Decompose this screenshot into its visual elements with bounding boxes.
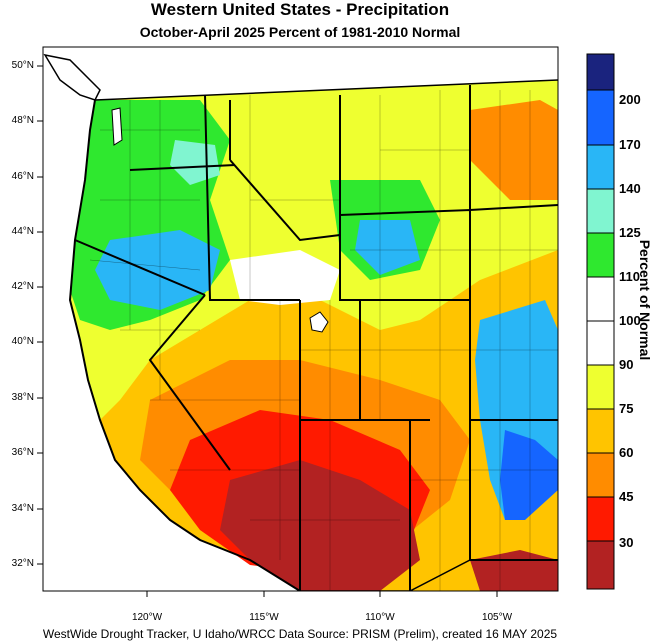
zone-below-30 bbox=[220, 460, 420, 591]
lat-label: 44°N bbox=[11, 226, 34, 237]
map-frame bbox=[42, 46, 559, 592]
colorbar-swatch-5 bbox=[586, 232, 615, 278]
colorbar-swatch-10 bbox=[586, 452, 615, 498]
lat-label: 50°N bbox=[11, 60, 34, 71]
colorbar-label: 125 bbox=[619, 225, 641, 240]
state-boundaries bbox=[68, 85, 558, 591]
colorbar-label: 140 bbox=[619, 181, 641, 196]
colorbar-swatch-7 bbox=[586, 320, 615, 366]
mexico-border bbox=[300, 559, 558, 591]
zone-45-60-ne bbox=[470, 100, 558, 200]
lat-label: 42°N bbox=[11, 281, 34, 292]
lon-label: 110°W bbox=[365, 612, 395, 623]
lon-label: 115°W bbox=[249, 612, 279, 623]
lat-label: 46°N bbox=[11, 171, 34, 182]
map-title: Western United States - Precipitation bbox=[150, 0, 450, 19]
colorbar-label: 200 bbox=[619, 92, 641, 107]
colorbar-label: 90 bbox=[619, 357, 634, 372]
colorbar-label: 45 bbox=[619, 489, 634, 504]
map-subtitle: October-April 2025 Percent of 1981-2010 … bbox=[139, 24, 461, 40]
lat-label: 40°N bbox=[11, 336, 34, 347]
great-salt-lake bbox=[309, 311, 329, 333]
colorbar-swatch-3 bbox=[586, 144, 615, 190]
colorbar-label: 100 bbox=[619, 313, 641, 328]
lon-label: 120°W bbox=[131, 612, 163, 623]
colorbar-swatch-12 bbox=[586, 540, 615, 590]
canada-border bbox=[94, 79, 558, 101]
colorbar bbox=[586, 53, 615, 590]
zone-140-170-wy bbox=[355, 220, 420, 275]
colorbar-swatch-9 bbox=[586, 408, 615, 454]
colorbar-title: Percent of Normal bbox=[637, 239, 653, 361]
colorbar-swatch-6 bbox=[586, 276, 615, 322]
colorbar-label: 60 bbox=[619, 445, 634, 460]
zone-90-110 bbox=[230, 250, 340, 305]
colorbar-label: 170 bbox=[619, 137, 641, 152]
lat-label: 38°N bbox=[11, 392, 34, 403]
colorbar-swatch-11 bbox=[586, 496, 615, 542]
colorbar-label: 110 bbox=[619, 269, 640, 284]
colorbar-swatch-8 bbox=[586, 364, 615, 410]
lat-label: 32°N bbox=[11, 558, 34, 569]
colorbar-swatch-2 bbox=[586, 89, 615, 146]
lon-label: 105°W bbox=[481, 612, 513, 623]
zone-140-170-or bbox=[95, 230, 220, 310]
lat-label: 48°N bbox=[11, 115, 34, 126]
lat-label: 34°N bbox=[11, 503, 34, 514]
colorbar-swatch-4 bbox=[586, 188, 615, 234]
vancouver-island bbox=[43, 53, 101, 101]
lat-label: 36°N bbox=[11, 447, 34, 458]
county-boundaries bbox=[89, 90, 558, 591]
puget-sound bbox=[111, 107, 123, 146]
colorbar-label: 75 bbox=[619, 401, 634, 416]
footer-credit: WestWide Drought Tracker, U Idaho/WRCC D… bbox=[42, 627, 558, 641]
colorbar-label: 30 bbox=[619, 535, 634, 550]
colorbar-swatch-1 bbox=[586, 53, 615, 91]
lon-ticks bbox=[146, 591, 498, 597]
lat-ticks bbox=[37, 65, 43, 565]
zone-170-200-co bbox=[500, 430, 558, 520]
